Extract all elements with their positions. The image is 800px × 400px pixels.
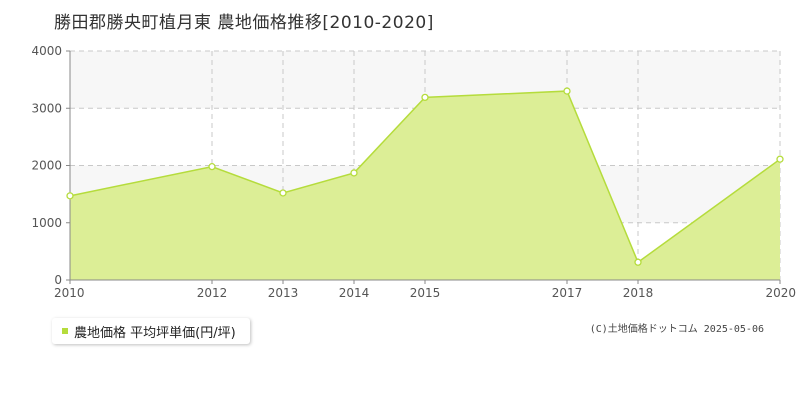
y-tick-label: 4000 — [31, 44, 62, 58]
y-tick-labels: 0 1000 2000 3000 4000 — [31, 44, 62, 287]
data-point — [563, 87, 571, 95]
data-point — [279, 189, 287, 197]
data-point — [776, 155, 784, 163]
x-tick-label: 2013 — [268, 286, 299, 300]
x-tick-label: 2018 — [623, 286, 654, 300]
x-tick-labels: 2010 2012 2013 2014 2015 2017 2018 2020 — [54, 286, 796, 300]
series-area — [70, 91, 780, 280]
data-points — [66, 87, 784, 266]
x-tick-label: 2012 — [197, 286, 228, 300]
x-tick-label: 2014 — [339, 286, 370, 300]
data-point — [634, 258, 642, 266]
series-line — [69, 90, 781, 264]
x-tick-label: 2017 — [552, 286, 583, 300]
y-tick-label: 1000 — [31, 216, 62, 230]
y-tick-label: 3000 — [31, 101, 62, 115]
x-tick-label: 2020 — [765, 286, 796, 300]
x-tick-label: 2010 — [54, 286, 85, 300]
legend-swatch — [62, 328, 68, 334]
data-point — [208, 162, 216, 171]
axes — [66, 50, 781, 284]
data-point — [350, 169, 358, 177]
data-point — [66, 192, 74, 200]
legend-label: 農地価格 平均坪単価(円/坪) — [74, 325, 236, 341]
x-tick-label: 2015 — [410, 286, 441, 300]
chart-title: 勝田郡勝央町植月東 農地価格推移[2010-2020] — [54, 13, 434, 33]
y-tick-label: 2000 — [31, 159, 62, 173]
y-tick-label: 0 — [54, 273, 62, 287]
data-point — [421, 93, 429, 102]
copyright-credit: (C)土地価格ドットコム 2025-05-06 — [589, 324, 764, 335]
legend: 農地価格 平均坪単価(円/坪) — [52, 318, 250, 344]
